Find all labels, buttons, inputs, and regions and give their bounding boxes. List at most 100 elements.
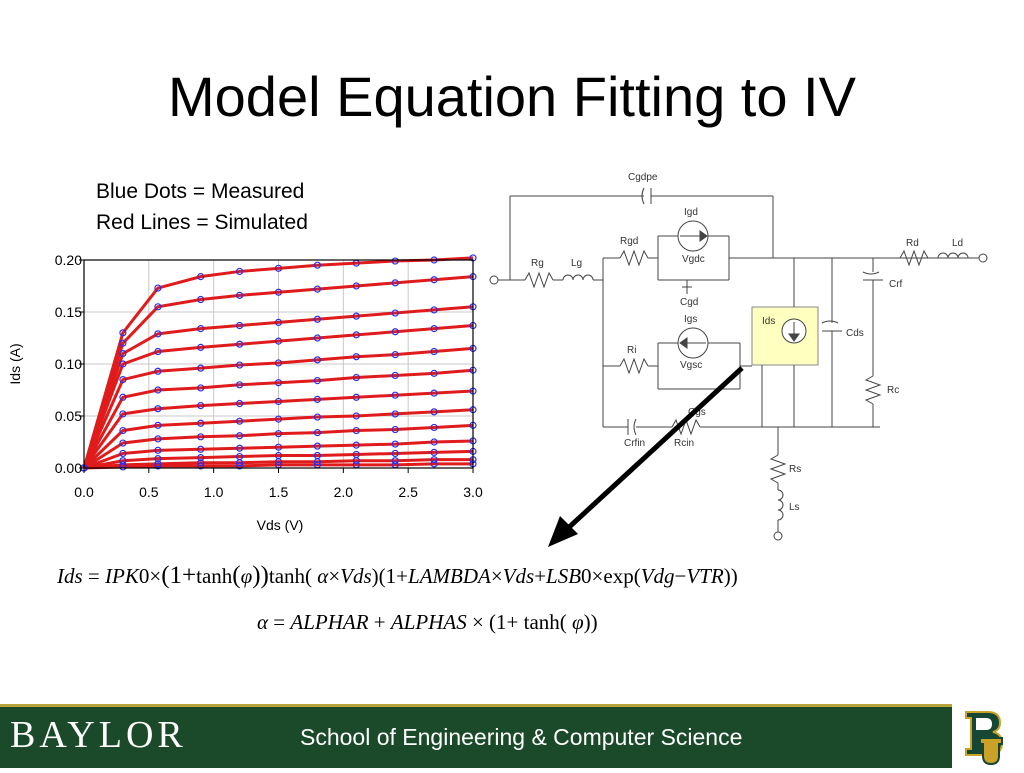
measured-point (391, 328, 399, 336)
label-lg: Lg (571, 258, 582, 269)
measured-point (313, 261, 321, 269)
label-igs: Igs (684, 314, 697, 325)
measured-point (236, 417, 244, 425)
measured-point (391, 449, 399, 458)
legend-simulated: Red Lines = Simulated (96, 211, 308, 234)
measured-point (154, 303, 162, 311)
measured-point (391, 457, 399, 465)
label-vgdc: Vgdc (682, 254, 705, 265)
simulated-curve-7 (82, 389, 474, 469)
measured-point (197, 459, 205, 467)
measured-point (154, 405, 162, 413)
measured-point (391, 257, 399, 265)
rg-resistor (524, 271, 554, 289)
measured-point (154, 446, 162, 454)
iv-chart: 0.0 0.5 1.0 1.5 2.0 2.5 3.0 0.00 0.05 0.10 0.15 0.2… (7, 252, 483, 533)
measured-point (119, 376, 127, 384)
measured-point (391, 371, 399, 380)
measured-point (430, 389, 438, 397)
measured-point (274, 379, 283, 387)
circuit-schematic: Cgdpe Igd Rgd Vgdc Cgd Rg Lg Igs Ri Vgsc… (489, 172, 988, 547)
simulated-curve-9 (83, 423, 474, 470)
measured-point (274, 337, 283, 345)
measured-point (352, 353, 360, 361)
measured-point (430, 325, 438, 333)
label-rd: Rd (906, 238, 919, 249)
x-tick-label: 2.0 (334, 484, 354, 500)
measured-point (119, 449, 127, 458)
lg-inductor (562, 274, 594, 281)
x-tick-label: 0.0 (74, 484, 94, 500)
y-tick-label: 0.00 (55, 460, 82, 476)
measured-point (352, 393, 360, 401)
footer-bar (0, 704, 1024, 768)
simulated-curve-5 (82, 346, 474, 469)
measured-point (352, 373, 360, 382)
ld-inductor (937, 252, 969, 259)
footer-school-name: School of Engineering & Computer Science (300, 724, 743, 750)
baylor-wordmark: BAYLOR (10, 714, 187, 756)
label-cgdpe: Cgdpe (628, 172, 658, 183)
measured-point (274, 288, 283, 296)
measured-point (119, 393, 127, 401)
measured-point (430, 369, 438, 377)
pointer-arrowhead (548, 516, 578, 547)
measured-point (154, 421, 162, 429)
x-tick-label: 3.0 (463, 484, 483, 500)
measured-point (119, 339, 127, 347)
measured-point (274, 318, 283, 326)
measured-point (197, 454, 205, 462)
measured-point (197, 402, 205, 410)
measured-point (119, 439, 127, 447)
measured-point (119, 426, 127, 435)
measured-point (197, 343, 205, 351)
y-tick-label: 0.05 (55, 408, 82, 424)
measured-point (352, 426, 360, 435)
measured-point (352, 457, 360, 465)
measured-point (236, 267, 244, 276)
rs-resistor (769, 454, 787, 484)
label-crf: Crf (889, 279, 903, 290)
footer-accent-line (0, 704, 1024, 707)
measured-point (119, 329, 127, 337)
measured-point (313, 442, 321, 450)
measured-point (274, 359, 283, 367)
measured-point (236, 361, 244, 369)
measured-point (274, 458, 283, 466)
measured-point (197, 364, 205, 372)
measured-point (154, 330, 162, 338)
ls-inductor (777, 489, 784, 521)
equation-ids: Ids = IPK0×(1+tanh(φ))tanh( α×Vds)(1+LAM… (57, 562, 738, 589)
label-rgd: Rgd (620, 236, 638, 247)
measured-point (313, 413, 321, 421)
label-cds: Cds (846, 328, 864, 339)
measured-point (236, 291, 244, 299)
measured-point (352, 282, 360, 290)
measured-point (352, 312, 360, 320)
measured-point (236, 399, 244, 408)
measured-point (274, 397, 283, 406)
simulated-curve-3 (82, 305, 474, 469)
measured-point (154, 435, 162, 443)
label-ri: Ri (627, 345, 636, 356)
label-cgd: Cgd (680, 297, 698, 308)
y-tick-label: 0.15 (55, 304, 82, 320)
measured-point (119, 350, 127, 358)
y-axis-label: Ids (A) (7, 343, 23, 384)
measured-point (391, 425, 399, 434)
measured-point (274, 443, 283, 451)
rgd-resistor (619, 249, 649, 267)
measured-point (313, 315, 321, 323)
x-tick-label: 0.5 (139, 484, 159, 500)
measured-point (430, 276, 438, 284)
x-tick-label: 1.5 (269, 484, 289, 500)
gate-terminal (489, 275, 499, 285)
measured-point (313, 285, 321, 293)
measured-point (313, 334, 321, 342)
simulated-curve-8 (82, 408, 474, 470)
label-ls: Ls (789, 502, 800, 513)
label-rcin: Rcin (674, 438, 694, 449)
measured-point (313, 395, 321, 403)
label-vgsc: Vgsc (680, 360, 702, 371)
equation-alpha: α = ALPHAR + ALPHAS × (1+ tanh( φ)) (257, 610, 598, 634)
